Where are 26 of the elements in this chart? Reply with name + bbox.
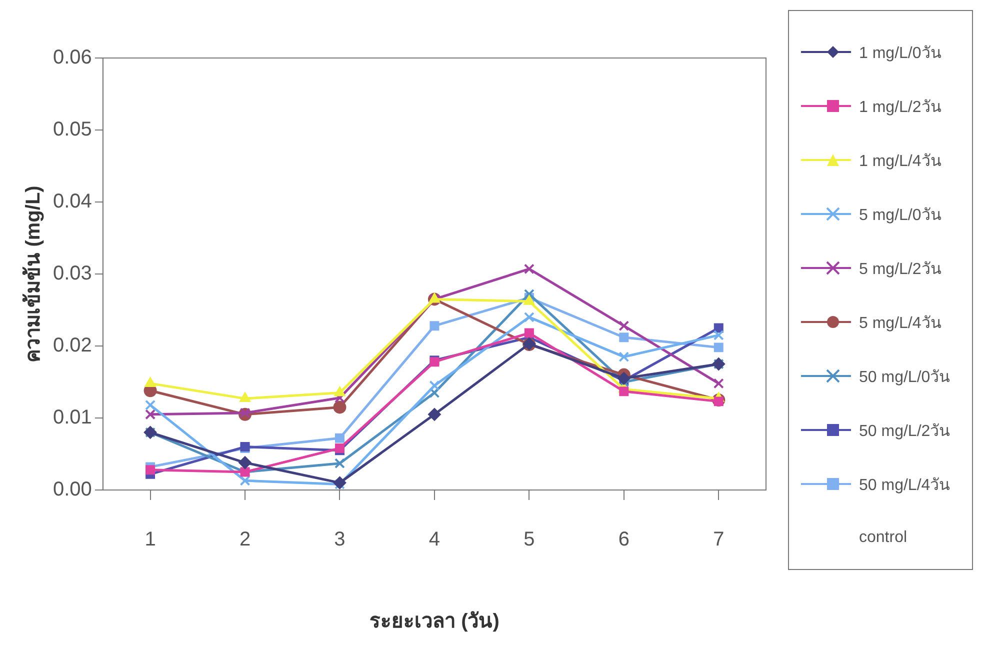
x-tick-label: 4 — [428, 528, 440, 551]
x-tick-label: 3 — [334, 528, 346, 551]
x-axis-title: ระยะเวลา (วัน) — [370, 610, 500, 633]
y-tick-label: 0.01 — [52, 406, 92, 429]
x-tick-label: 6 — [618, 528, 630, 551]
legend-label: 1 mg/L/2วัน — [859, 98, 942, 118]
text: control — [859, 529, 908, 547]
legend-label: 50 mg/L/0วัน — [859, 368, 950, 388]
x-tick-label: 5 — [524, 528, 535, 551]
y-axis-title: ความเข้มข้น (mg/L) — [22, 186, 45, 362]
x-tick-label: 1 — [144, 528, 156, 551]
y-tick-label: 0.06 — [52, 46, 92, 69]
y-tick-label: 0.00 — [52, 478, 92, 501]
x-tick-label: 7 — [713, 528, 724, 551]
legend-label: 50 mg/L/2วัน — [859, 422, 950, 442]
y-tick-label: 0.02 — [52, 334, 92, 357]
y-tick-label: 0.04 — [52, 190, 92, 213]
legend-label: 1 mg/L/0วัน — [859, 44, 942, 64]
legend-label: 5 mg/L/2วัน — [859, 260, 942, 280]
legend-label: 5 mg/L/0วัน — [859, 206, 942, 226]
x-tick-label: 2 — [239, 528, 251, 551]
legend-label: 1 mg/L/4วัน — [859, 152, 942, 172]
legend-label: 5 mg/L/4วัน — [859, 314, 942, 334]
legend-label: 50 mg/L/4วัน — [859, 476, 950, 496]
y-tick-label: 0.05 — [52, 118, 92, 141]
y-tick-label: 0.03 — [52, 262, 92, 285]
